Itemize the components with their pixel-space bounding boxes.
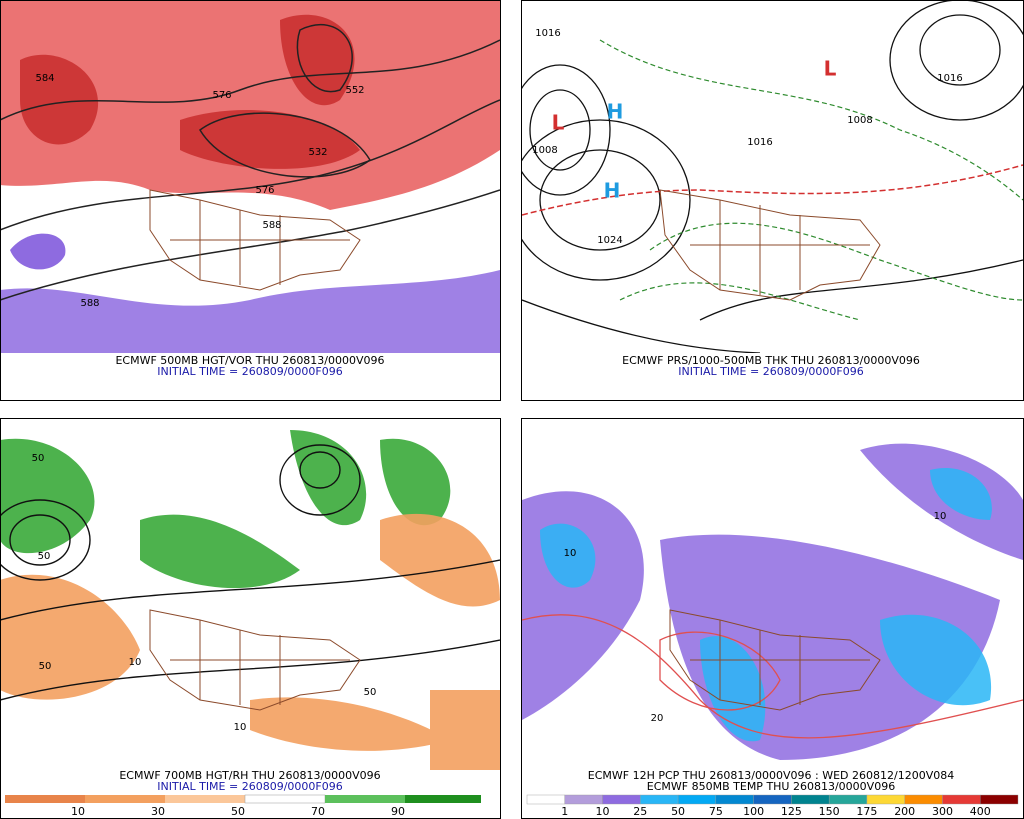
colorbar-swatch [791, 794, 830, 805]
colorbar-label: 100 [743, 805, 764, 818]
precip-map [522, 443, 1023, 760]
colorbar-swatch [866, 794, 905, 805]
contour-label: 1016 [747, 137, 772, 148]
colorbar-swatch [753, 794, 792, 805]
humidity-map [1, 430, 500, 770]
panel-subcaption: INITIAL TIME = 260809/0000F096 [157, 365, 342, 378]
pressure-center: H [604, 179, 621, 203]
colorbar-label: 90 [391, 805, 405, 818]
panel-caption: ECMWF 700MB HGT/RH THU 260813/0000V096 [119, 769, 380, 782]
colorbar-label: 300 [932, 805, 953, 818]
colorbar-swatch [677, 794, 717, 805]
panel-caption: ECMWF 12H PCP THU 260813/0000V096 : WED … [588, 769, 955, 782]
vorticity-map [1, 1, 500, 353]
panel-caption: ECMWF PRS/1000-500MB THK THU 260813/0000… [622, 354, 920, 367]
contour-label: 584 [35, 73, 54, 84]
colorbar-label: 50 [671, 805, 685, 818]
colorbar-label: 50 [231, 805, 245, 818]
colorbar-label: 175 [856, 805, 877, 818]
colorbar-swatch [942, 794, 981, 805]
contour-label: 576 [255, 185, 274, 196]
contour-label: 10 [934, 511, 947, 522]
contour-label: 10 [564, 548, 577, 559]
colorbar-swatch [564, 794, 603, 805]
panel-subcaption: INITIAL TIME = 260809/0000F096 [678, 365, 863, 378]
colorbar-label: 10 [71, 805, 85, 818]
contour-label: 1008 [532, 145, 557, 156]
colorbar-swatch [828, 794, 868, 805]
contour-label: 588 [80, 298, 99, 309]
contour-label: 1024 [597, 235, 622, 246]
colorbar-swatch [904, 794, 943, 805]
panel-frame [521, 0, 1024, 401]
panel-subcaption: ECMWF 850MB TEMP THU 260813/0000V096 [647, 780, 895, 793]
contour-label: 50 [38, 551, 51, 562]
rh-colorbar: 10 30 50 70 90 [5, 794, 481, 818]
contour-label: 588 [262, 220, 281, 231]
panel-subcaption: INITIAL TIME = 260809/0000F096 [157, 780, 342, 793]
pressure-center: H [607, 100, 624, 124]
panel-caption: ECMWF 500MB HGT/VOR THU 260813/0000V096 [115, 354, 384, 367]
contour-label: 1016 [937, 73, 962, 84]
pressure-map [522, 1, 1023, 353]
contour-label: 552 [345, 85, 364, 96]
contour-label: 1016 [535, 28, 560, 39]
contour-label: 10 [234, 722, 247, 733]
colorbar-label: 75 [709, 805, 723, 818]
contour-label: 50 [364, 687, 377, 698]
contour-label: 10 [129, 657, 142, 668]
colorbar-label: 400 [970, 805, 991, 818]
colorbar-label: 150 [819, 805, 840, 818]
pressure-center: L [824, 57, 837, 81]
contour-label: 1008 [847, 115, 872, 126]
contour-label: 50 [39, 661, 52, 672]
contour-label: 576 [212, 90, 231, 101]
colorbar-label: 125 [781, 805, 802, 818]
colorbar-swatch [526, 794, 565, 805]
contour-label: 532 [308, 147, 327, 158]
contour-label: 20 [651, 713, 664, 724]
colorbar-label: 1 [561, 805, 568, 818]
colorbar-label: 10 [596, 805, 610, 818]
colorbar-label: 30 [151, 805, 165, 818]
contour-label: 50 [32, 453, 45, 464]
colorbar-swatch [602, 794, 641, 805]
colorbar-label: 200 [894, 805, 915, 818]
colorbar-swatch [715, 794, 754, 805]
precip-colorbar: 1 10 25 50 75 100 125 150 175 200 300 400 [526, 794, 1019, 818]
colorbar-swatch [640, 794, 679, 805]
pressure-center: L [552, 111, 565, 135]
colorbar-swatch [980, 794, 1019, 805]
colorbar-label: 70 [311, 805, 325, 818]
colorbar-label: 25 [633, 805, 647, 818]
